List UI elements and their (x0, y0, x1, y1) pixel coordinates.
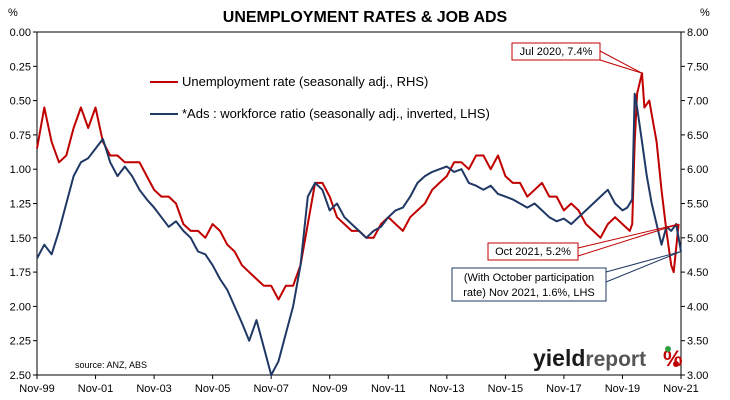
annotation-box-oct2021 (487, 242, 579, 261)
series-line-ads-ratio (36, 92, 682, 376)
legend-label-ads-ratio: *Ads : workforce ratio (seasonally adj.,… (182, 106, 490, 121)
left-tick-label: 0.25 (10, 61, 31, 73)
annotation-jul2020: Jul 2020, 7.4% (520, 46, 593, 58)
annotation-leader-nov2021 (605, 251, 682, 273)
annotation-oct2021: Oct 2021, 5.2% (495, 246, 571, 258)
right-tick-label: 7.50 (687, 61, 708, 73)
left-tick-label: 1.50 (10, 233, 31, 245)
x-tick-label: Nov-09 (312, 383, 347, 395)
left-tick-label: 0.50 (10, 96, 31, 108)
left-tick-label: 1.25 (10, 199, 31, 211)
right-tick-label: 3.50 (687, 336, 708, 348)
left-tick-label: 0.00 (10, 27, 31, 39)
x-tick-label: Nov-11 (371, 383, 406, 395)
legend: Unemployment rate (seasonally adj., RHS)… (150, 74, 490, 121)
left-axis-unit: % (8, 7, 18, 19)
x-tick-label: Nov-19 (605, 383, 640, 395)
annotation-nov2021-line2: rate) Nov 2021, 1.6%, LHS (463, 287, 594, 299)
left-tick-label: 1.00 (10, 164, 31, 176)
left-tick-label: 2.50 (10, 370, 31, 382)
x-tick-label: Nov-17 (546, 383, 581, 395)
right-tick-label: 5.00 (687, 233, 708, 245)
x-tick-label: Nov-15 (488, 383, 523, 395)
x-tick-label: Nov-03 (136, 383, 171, 395)
right-tick-label: 6.50 (687, 130, 708, 142)
right-axis-unit: % (700, 7, 710, 19)
logo-green-dot-icon (665, 346, 671, 352)
logo-red-dot-icon (673, 361, 679, 367)
annotation-leader-nov2021-2 (605, 251, 682, 283)
x-tick-label: Nov-01 (78, 383, 113, 395)
right-tick-label: 3.00 (687, 370, 708, 382)
chart-title: UNEMPLOYMENT RATES & JOB ADS (223, 9, 508, 26)
x-tick-label: Nov-99 (19, 383, 54, 395)
x-axis: Nov-99 Nov-01 Nov-03 Nov-05 Nov-07 Nov-09 Nov-… (19, 375, 699, 395)
left-tick-label: 2.00 (10, 301, 31, 313)
annotations: Jul 2020, 7.4% Oct 2021, 5.2% (With Octo… (451, 42, 682, 302)
left-tick-label: 0.75 (10, 130, 31, 142)
series-layer (36, 72, 682, 376)
left-axis: 0.00 0.25 0.50 0.75 1.00 1.25 1.50 1.75 2.00 2.25… (10, 27, 37, 382)
annotation-box-nov2021 (451, 267, 607, 302)
x-tick-label: Nov-13 (429, 383, 464, 395)
series-line-unemployment (36, 72, 680, 301)
right-tick-label: 6.00 (687, 164, 708, 176)
yieldreport-logo: yieldreport % (533, 345, 683, 371)
annotation-nov2021-line1: (With October participation (464, 272, 594, 284)
x-tick-label: Nov-07 (253, 383, 288, 395)
annotation-leader-jul2020 (599, 50, 643, 74)
source-note: source: ANZ, ABS (75, 360, 147, 370)
annotation-leader-oct2021 (577, 223, 679, 249)
x-tick-label: Nov-05 (195, 383, 230, 395)
right-tick-label: 5.50 (687, 199, 708, 211)
right-axis: 8.00 7.50 7.00 6.50 6.00 5.50 5.00 4.50 4.00 3.50… (681, 27, 708, 382)
right-tick-label: 4.50 (687, 267, 708, 279)
right-tick-label: 8.00 (687, 27, 708, 39)
legend-label-unemployment: Unemployment rate (seasonally adj., RHS) (182, 74, 428, 89)
left-tick-label: 2.25 (10, 336, 31, 348)
logo-text: yieldreport (533, 345, 646, 371)
annotation-leader-oct2021-2 (577, 223, 679, 257)
annotation-leader-jul2020-2 (599, 59, 643, 74)
right-tick-label: 7.00 (687, 96, 708, 108)
left-tick-label: 1.75 (10, 267, 31, 279)
x-tick-label: Nov-21 (663, 383, 698, 395)
right-tick-label: 4.00 (687, 301, 708, 313)
